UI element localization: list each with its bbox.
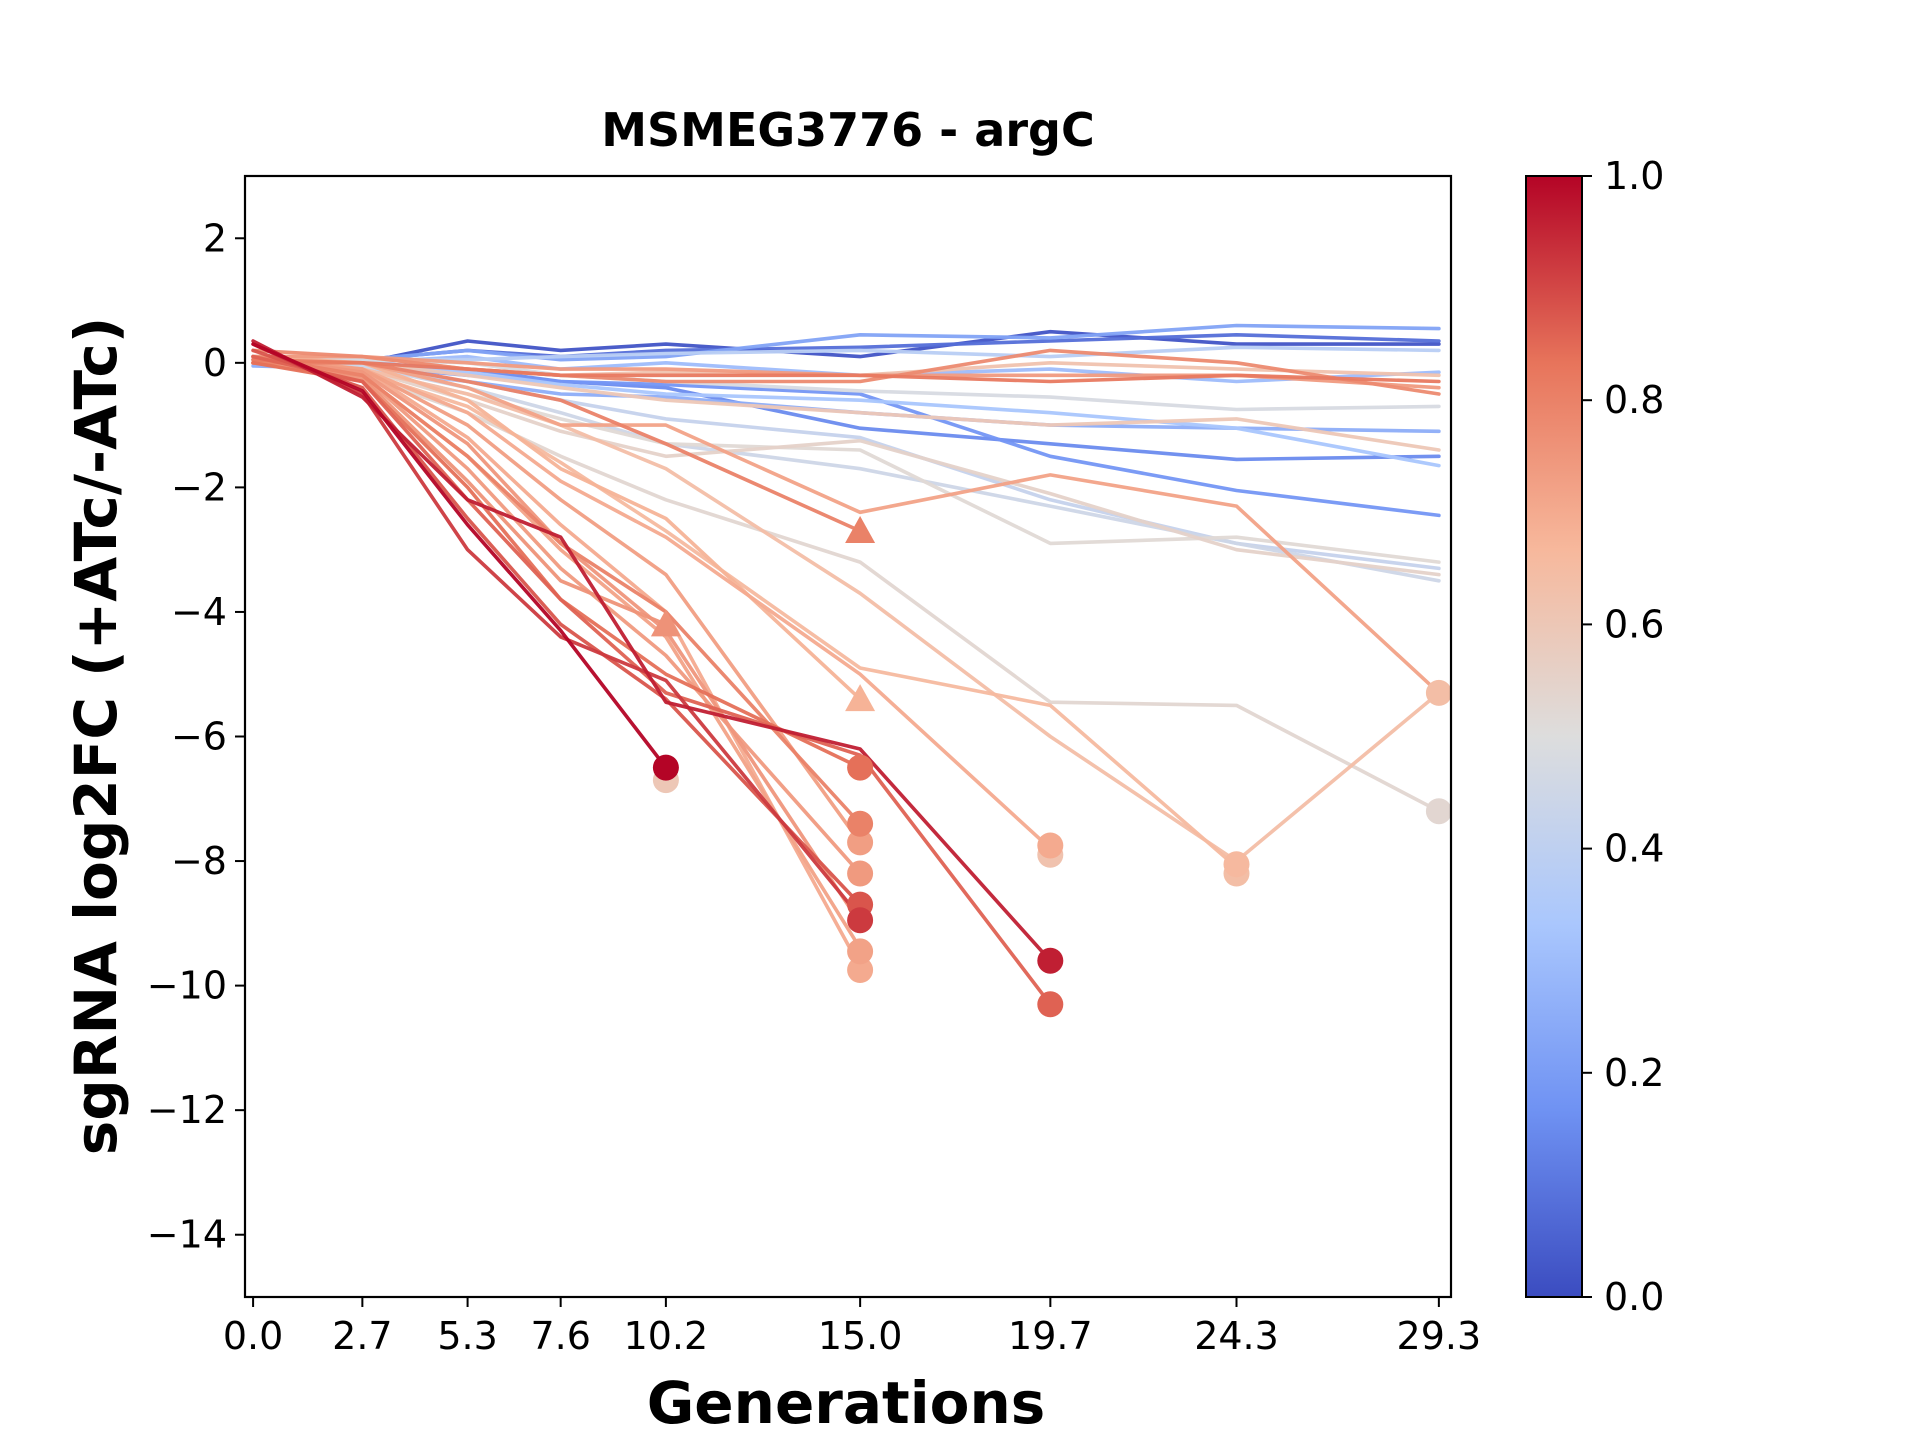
y-tick-label: 0 — [203, 341, 227, 385]
end-marker-circle-6 — [1223, 851, 1250, 878]
end-marker-circle-16 — [847, 754, 874, 781]
end-marker-circle-8 — [847, 957, 874, 983]
y-axis: 2 0 −2 −4 −6 −8 −10 −12 −14 — [147, 216, 245, 1257]
y-tick-label: −4 — [171, 590, 227, 634]
series-layer — [251, 323, 1441, 1007]
x-tick-label: 19.7 — [1008, 1314, 1093, 1358]
end-marker-circle-20 — [1037, 947, 1064, 974]
series-line-16 — [251, 357, 1441, 452]
colorbar-tick-label: 0.8 — [1604, 378, 1664, 422]
end-marker-circle-17 — [1037, 991, 1064, 1018]
end-marker-circle-9 — [1037, 832, 1064, 859]
y-tick-label: −12 — [147, 1088, 227, 1132]
x-tick-label: 10.2 — [624, 1314, 709, 1358]
series-line-24 — [251, 360, 862, 951]
series-line-37 — [251, 342, 862, 919]
y-tick-label: −6 — [171, 715, 227, 759]
x-axis: 0.0 2.7 5.3 7.6 10.2 15.0 19.7 24.3 29.3 — [223, 1297, 1481, 1358]
y-tick-label: 2 — [203, 216, 227, 260]
chart-title: MSMEG3776 - argC — [601, 103, 1094, 157]
end-marker-circle-15 — [847, 810, 874, 837]
colorbar-tick-label: 0.4 — [1604, 827, 1664, 871]
series-line-32 — [251, 354, 862, 826]
y-tick-label: −14 — [147, 1213, 227, 1257]
end-marker-triangle-7 — [845, 684, 876, 712]
series-line-15 — [251, 360, 1441, 577]
colorbar-tick-label: 0.2 — [1604, 1051, 1664, 1095]
series-line-18 — [251, 360, 1441, 863]
x-tick-label: 5.3 — [437, 1314, 497, 1358]
x-tick-label: 24.3 — [1194, 1314, 1279, 1358]
series-line-23 — [251, 360, 1441, 695]
colorbar-tick-label: 0.0 — [1604, 1275, 1664, 1319]
end-marker-circle-19 — [847, 907, 874, 934]
end-marker-triangle-13 — [650, 609, 681, 637]
series-line-39 — [251, 342, 668, 770]
series-line-28 — [251, 354, 862, 926]
series-line-38 — [251, 339, 1053, 963]
x-tick-label: 29.3 — [1397, 1314, 1482, 1358]
x-tick-label: 15.0 — [818, 1314, 903, 1358]
end-marker-circle-21 — [652, 754, 679, 781]
colorbar — [1525, 175, 1583, 1298]
end-marker-circle-10 — [847, 938, 874, 965]
series-line-27 — [251, 354, 1441, 390]
y-tick-label: −8 — [171, 839, 227, 883]
end-marker-circle-12 — [847, 860, 874, 887]
series-line-30 — [251, 348, 1441, 396]
x-tick-label: 0.0 — [223, 1314, 283, 1358]
colorbar-tick-label: 0.6 — [1604, 602, 1664, 646]
x-axis-label: Generations — [647, 1369, 1046, 1437]
end-marker-circle-5 — [1425, 679, 1452, 706]
y-axis-label: sgRNA log2FC (+ATc/-ATc) — [62, 317, 130, 1155]
colorbar-tick-label: 1.0 — [1604, 154, 1664, 198]
y-tick-label: −2 — [171, 465, 227, 509]
x-tick-label: 7.6 — [530, 1314, 590, 1358]
end-marker-circle-11 — [847, 829, 874, 856]
marker-layer — [650, 516, 1452, 1018]
series-line-5 — [251, 323, 1441, 362]
colorbar-axis: 0.0 0.2 0.4 0.6 0.8 1.0 — [1582, 154, 1664, 1319]
y-tick-label: −10 — [147, 964, 227, 1008]
series-line-33 — [251, 357, 1441, 384]
series-line-25 — [251, 357, 862, 845]
end-marker-triangle-14 — [845, 516, 876, 543]
end-marker-circle-1 — [1425, 798, 1452, 825]
x-tick-label: 2.7 — [332, 1314, 392, 1358]
